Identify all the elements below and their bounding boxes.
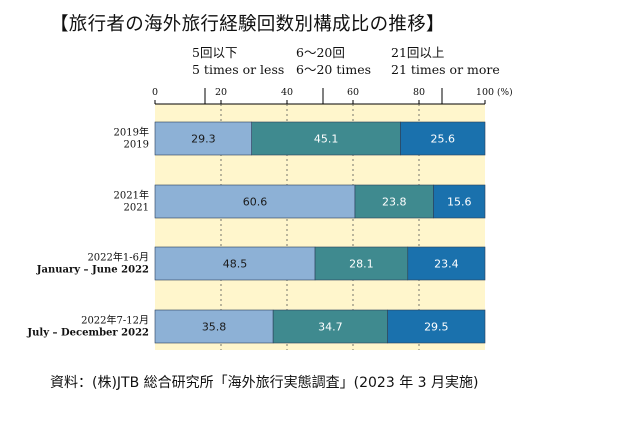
x-tick-label: 0 (152, 87, 158, 98)
bar-value-label: 28.1 (349, 258, 374, 271)
bar-value-label: 29.5 (424, 321, 449, 334)
bar-value-label: 60.6 (243, 196, 268, 209)
x-tick-label: 40 (281, 87, 293, 98)
x-tick-label: 60 (347, 87, 359, 98)
x-tick-label: 80 (413, 87, 425, 98)
bar-value-label: 48.5 (223, 258, 248, 271)
legend-label-en: 5 times or less (192, 62, 285, 77)
bar-segment (314, 246, 409, 281)
x-unit-label: (%) (497, 87, 513, 98)
legend-item-21-or-more: 21回以上 21 times or more (391, 44, 500, 78)
bar-segment (154, 246, 316, 281)
category-label-ja: 2021年 (114, 189, 149, 202)
legend-label-ja: 21回以上 (391, 45, 445, 60)
bar-value-label: 15.6 (447, 196, 472, 209)
x-tick-label: 100 (476, 87, 494, 98)
bar-value-label: 35.8 (202, 321, 227, 334)
bar-segment (354, 184, 434, 219)
bar-segment (272, 309, 388, 344)
category-label-ja: 2022年7-12月 (81, 314, 149, 327)
legend-label-ja: 6～20回 (296, 45, 345, 60)
category-label-en: January – June 2022 (36, 265, 149, 276)
bar-value-label: 23.8 (382, 196, 407, 209)
bar-value-label: 25.6 (431, 133, 456, 146)
bar-value-label: 45.1 (314, 133, 339, 146)
bar-segment (400, 121, 486, 156)
bar-segment (251, 121, 401, 156)
legend-item-5-or-less: 5回以下 5 times or less (192, 44, 284, 78)
chart-title: 【旅行者の海外旅行経験回数別構成比の推移】 (50, 14, 445, 35)
category-label-ja: 2022年1-6月 (87, 251, 149, 264)
bar-segment (407, 246, 486, 281)
legend-label-en: 21 times or more (391, 62, 500, 77)
bar-segment (433, 184, 486, 219)
category-label-en: 2021 (124, 203, 149, 214)
bar-value-label: 34.7 (318, 321, 343, 334)
bar-value-label: 23.4 (434, 258, 459, 271)
bar-segment (154, 309, 274, 344)
category-label-ja: 2019年 (114, 126, 149, 139)
legend-item-6-to-20: 6～20回 6～20 times (296, 44, 371, 78)
legend-label-ja: 5回以下 (192, 45, 238, 60)
source-note: 資料：(株)JTB 総合研究所「海外旅行実態調査」(2023 年 3 月実施) (50, 375, 479, 391)
bar-segment (387, 309, 486, 344)
legend-label-en: 6～20 times (296, 62, 372, 77)
x-tick-label: 20 (215, 87, 227, 98)
bar-segment (154, 121, 252, 156)
bar-value-label: 29.3 (191, 133, 216, 146)
category-label-en: July – December 2022 (26, 328, 149, 339)
bar-segment (154, 184, 356, 219)
category-label-en: 2019 (124, 140, 149, 151)
